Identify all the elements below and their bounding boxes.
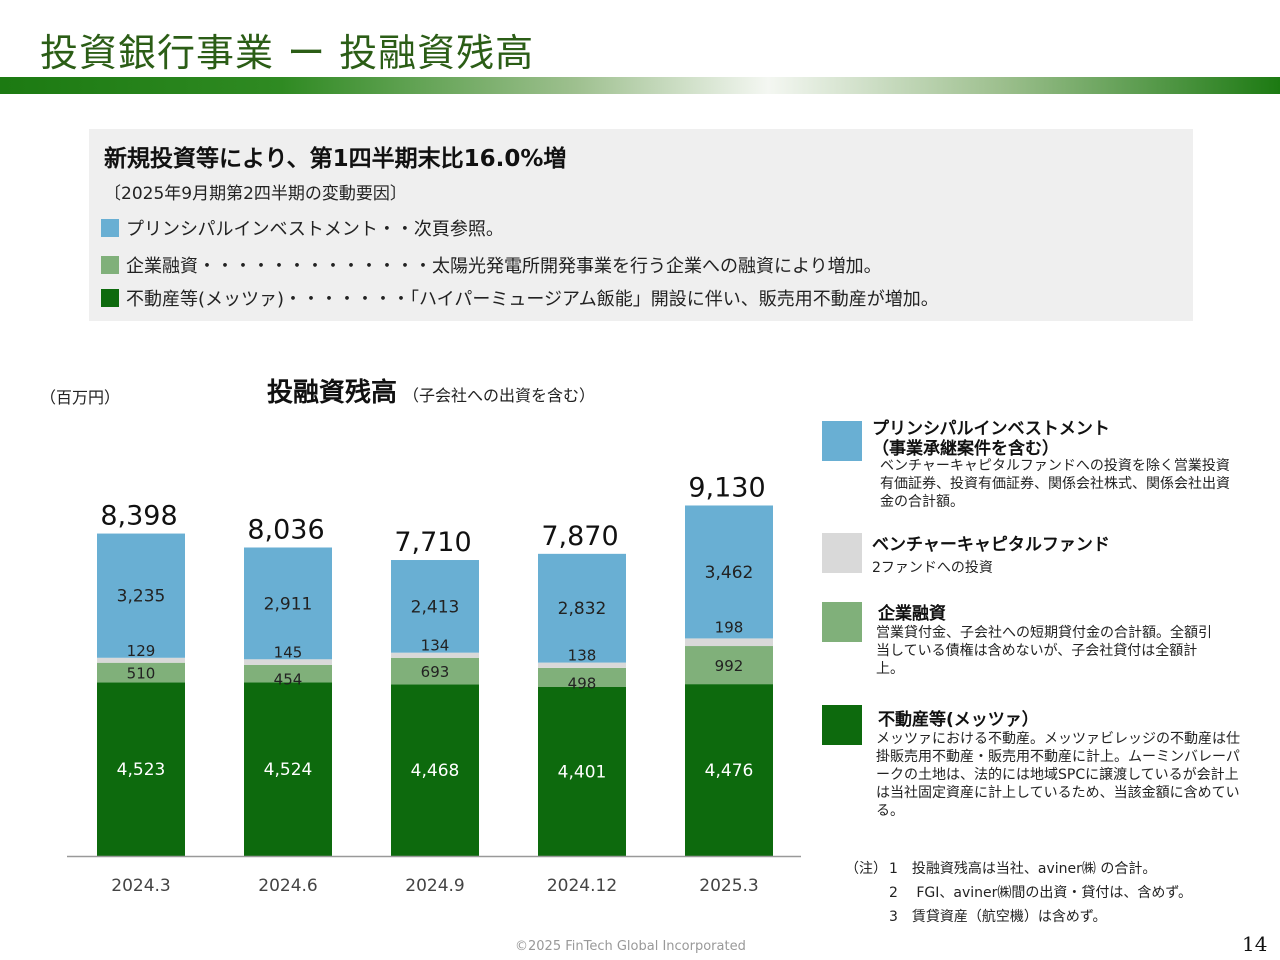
data-label: 693 <box>421 663 450 681</box>
data-label: 3,462 <box>705 563 754 583</box>
bar-segment <box>685 638 773 647</box>
data-label: 198 <box>715 618 744 636</box>
data-label: 129 <box>127 642 156 660</box>
chart-title-main: 投融資残高 <box>267 378 398 408</box>
data-label: 4,401 <box>558 763 607 783</box>
data-label: 4,523 <box>117 760 166 780</box>
x-tick-label: 2024.9 <box>405 876 464 896</box>
chart-title-sub: （子会社への出資を含む） <box>403 386 596 405</box>
bar-segment <box>685 505 773 639</box>
footnote-label: （注） <box>845 861 887 877</box>
bar-segment <box>97 662 185 683</box>
bar-segment <box>685 684 773 856</box>
data-label: 498 <box>568 674 597 692</box>
real-estate-swatch-icon <box>101 289 119 307</box>
bar-segment <box>391 652 479 658</box>
legend-vc-desc: 2ファンドへの投資 <box>872 560 993 576</box>
data-label: 4,524 <box>264 760 313 780</box>
legend-principal-subtitle: （事業承継案件を含む） <box>872 439 1059 459</box>
legend-real-estate-title: 不動産等(メッツァ） <box>878 710 1039 730</box>
stacked-bar-chart: 4,523 510 129 3,235 8,398 2024.3 4,524 454 145 2,… <box>67 472 801 896</box>
total-label: 7,710 <box>394 527 471 558</box>
data-label: 2,911 <box>264 594 313 614</box>
summary-item-loans: 企業融資・・・・・・・・・・・・・太陽光発電所開発事業を行う企業への融資により増… <box>101 252 882 278</box>
summary-item-text: プリンシパルインベストメント・・次頁参照。 <box>126 219 504 240</box>
summary-item-text: 企業融資・・・・・・・・・・・・・太陽光発電所開発事業を行う企業への融資により増… <box>126 256 882 277</box>
data-label: 4,468 <box>411 761 460 781</box>
data-label: 2,413 <box>411 597 460 617</box>
summary-item-real-estate: 不動産等(メッツァ)・・・・・・・「ハイパーミュージアム飯能」開設に伴い、販売用… <box>101 285 939 311</box>
legend-loans-title: 企業融資 <box>878 604 946 624</box>
data-label: 134 <box>421 637 450 655</box>
principal-swatch-icon <box>101 219 119 237</box>
legend-principal-title: プリンシパルインベストメント <box>872 419 1110 439</box>
title-divider <box>0 77 1280 94</box>
bar-segment <box>391 684 479 856</box>
footnote-item: 1 投融資残高は当社、aviner㈱ の合計。 <box>889 861 1157 877</box>
bar-segment <box>538 667 626 688</box>
chart-title: 投融資残高 （子会社への出資を含む） <box>267 372 595 409</box>
summary-box: 新規投資等により、第1四半期末比16.0%増 〔2025年9月期第2四半期の変動… <box>89 129 1193 321</box>
legend-loans-swatch-icon <box>822 602 862 642</box>
legend-principal-swatch-icon <box>822 421 862 461</box>
footnote-item: 3 賃貸資産（航空機）は含めず。 <box>889 909 1107 925</box>
bar-segment <box>97 533 185 658</box>
legend-vc-title: ベンチャーキャピタルファンド <box>872 535 1110 555</box>
bar-segment <box>244 547 332 660</box>
data-label: 138 <box>568 647 597 665</box>
total-label: 8,398 <box>100 501 177 532</box>
x-tick-label: 2025.3 <box>699 876 758 896</box>
page-number: 14 <box>1242 932 1268 956</box>
total-label: 7,870 <box>541 521 618 552</box>
legend-real-estate-swatch-icon <box>822 705 862 745</box>
bar-segment <box>538 553 626 663</box>
data-label: 4,476 <box>705 761 754 781</box>
legend-principal-desc: ベンチャーキャピタルファンドへの投資を除く営業投資有価証券、投資有価証券、関係会… <box>880 458 1230 510</box>
page-title: 投資銀行事業 ー 投融資残高 <box>40 31 535 75</box>
bar-segment <box>391 560 479 653</box>
data-label: 2,832 <box>558 599 607 619</box>
legend-vc-swatch-icon <box>822 533 862 573</box>
data-label: 145 <box>274 643 303 661</box>
bar-segment <box>97 682 185 856</box>
bar-segment <box>538 687 626 856</box>
bar-segment <box>244 682 332 856</box>
bar-segment <box>538 662 626 668</box>
data-label: 454 <box>274 671 303 689</box>
x-tick-label: 2024.6 <box>258 876 317 896</box>
summary-headline: 新規投資等により、第1四半期末比16.0%増 <box>104 146 567 172</box>
x-tick-label: 2024.12 <box>547 876 617 896</box>
bar-segment <box>97 657 185 663</box>
summary-item-principal: プリンシパルインベストメント・・次頁参照。 <box>101 215 504 241</box>
legend-real-estate-desc: メッツァにおける不動産。メッツァビレッジの不動産は仕掛販売用不動産・販売用不動産… <box>876 731 1240 819</box>
loans-swatch-icon <box>101 256 119 274</box>
bar-segment <box>685 646 773 685</box>
bar-segment <box>244 659 332 665</box>
x-tick-label: 2024.3 <box>111 876 170 896</box>
data-label: 992 <box>715 657 744 675</box>
legend-loans-desc: 営業貸付金、子会社への短期貸付金の合計額。全額引当している債権は含めないが、子会… <box>876 625 1212 677</box>
bar-segment <box>391 657 479 685</box>
summary-item-text: 不動産等(メッツァ)・・・・・・・「ハイパーミュージアム飯能」開設に伴い、販売用… <box>126 289 939 310</box>
copyright: ©2025 FinTech Global Incorporated <box>515 939 746 954</box>
chart-unit-label: （百万円） <box>40 388 121 407</box>
total-label: 8,036 <box>247 514 324 545</box>
data-label: 3,235 <box>117 587 166 607</box>
data-label: 510 <box>127 665 156 683</box>
summary-period: 〔2025年9月期第2四半期の変動要因〕 <box>104 184 407 204</box>
bar-segment <box>244 664 332 683</box>
footnote-item: 2 FGI、aviner㈱間の出資・貸付は、含めず。 <box>889 885 1192 901</box>
total-label: 9,130 <box>688 472 765 503</box>
